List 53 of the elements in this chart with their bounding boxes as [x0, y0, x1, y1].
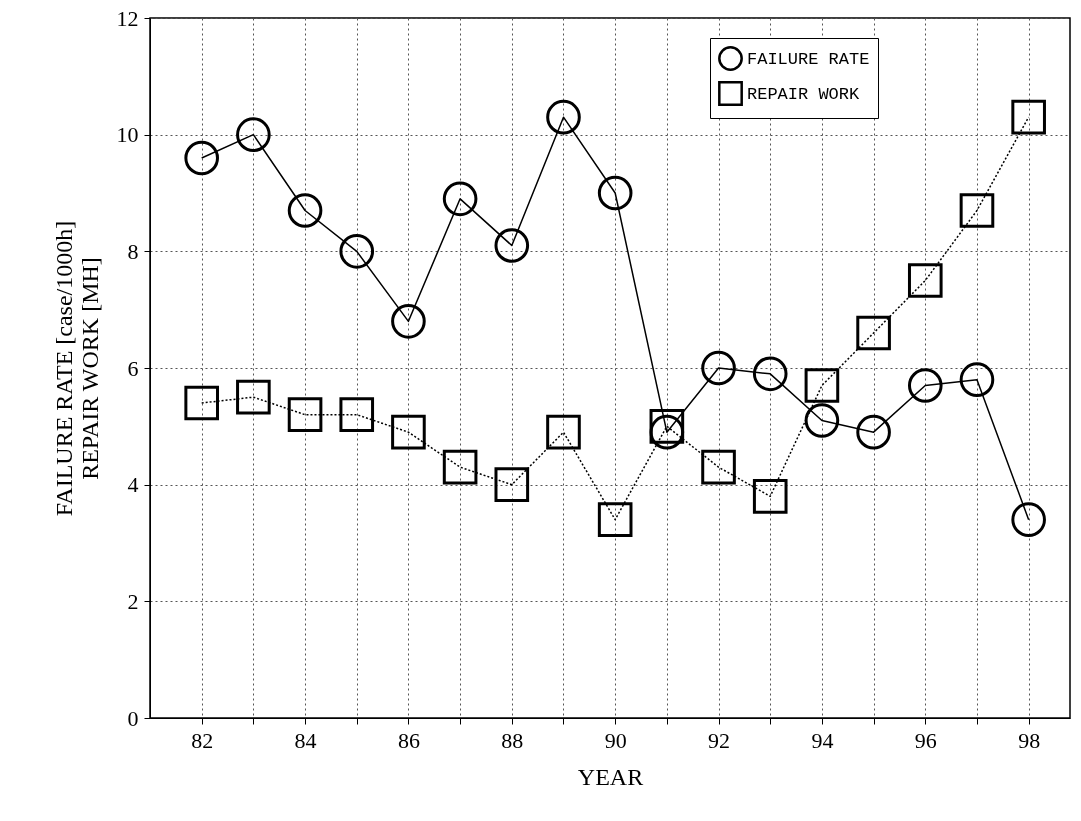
x-axis-title: YEAR: [577, 763, 644, 790]
point: [339, 397, 375, 432]
point: [1011, 502, 1046, 537]
point: [959, 362, 995, 397]
point: [287, 193, 323, 228]
point: [649, 409, 685, 444]
point: [339, 234, 375, 269]
point: [236, 379, 271, 415]
point: [856, 414, 891, 450]
point: [752, 356, 788, 392]
point: [442, 181, 478, 217]
point: [907, 368, 943, 403]
x-tick-label: 96: [914, 727, 937, 753]
x-tick-label: 92: [708, 727, 731, 753]
legend-label: FAILURE RATE: [747, 49, 870, 69]
point: [752, 479, 788, 514]
point: [701, 350, 736, 386]
point: [391, 304, 426, 339]
x-tick-label: 84: [294, 727, 317, 753]
point: [701, 449, 736, 485]
x-tick-label: 82: [191, 727, 214, 753]
point: [1011, 99, 1046, 135]
point: [494, 467, 530, 502]
y-tick-label: 0: [127, 705, 139, 731]
point: [804, 368, 840, 403]
point: [287, 397, 323, 432]
point: [856, 315, 891, 351]
point: [546, 414, 581, 450]
point: [959, 193, 995, 228]
point: [546, 99, 581, 135]
point: [391, 414, 426, 450]
y-tick-label: 10: [116, 122, 139, 148]
point: [804, 403, 840, 438]
x-tick-label: 90: [604, 727, 627, 753]
point: [184, 385, 219, 421]
point: [236, 117, 271, 152]
point: [907, 263, 943, 298]
y-tick-label: 12: [116, 5, 139, 31]
legend-label: REPAIR WORK: [747, 84, 861, 104]
y-tick-label: 2: [127, 588, 139, 614]
point: [184, 140, 219, 176]
x-tick-label: 98: [1018, 727, 1041, 753]
x-tick-label: 94: [811, 727, 834, 753]
point: [597, 175, 633, 211]
y-tick-label: 6: [127, 355, 139, 381]
point: [597, 502, 633, 537]
x-tick-label: 86: [397, 727, 420, 753]
y-tick-label: 8: [127, 238, 139, 264]
x-tick-label: 88: [501, 727, 524, 753]
point: [494, 228, 530, 263]
y-axis-title: FAILURE RATE [case/1000h] REPAIR WORK [MH]: [50, 220, 103, 517]
y-tick-label: 4: [127, 472, 139, 498]
point: [442, 449, 478, 485]
